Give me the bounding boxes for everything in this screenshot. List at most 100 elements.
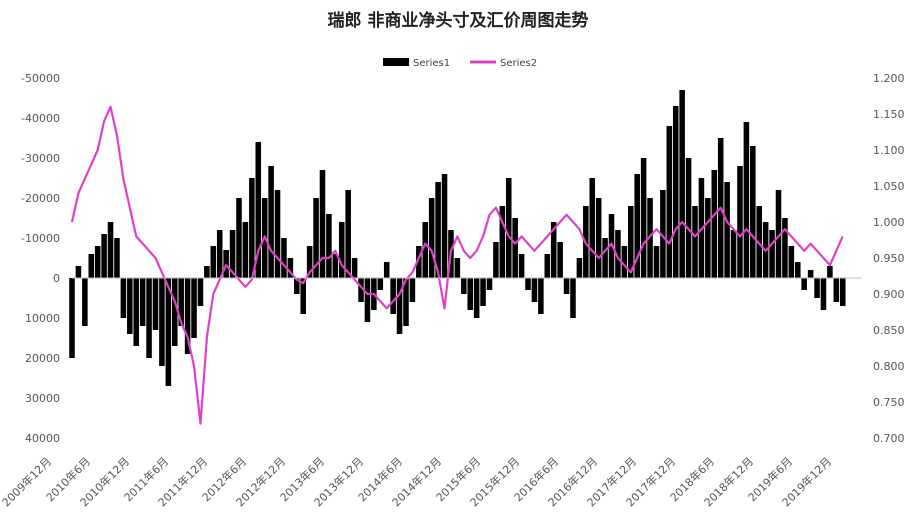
y-axis-right: 1.200 1.150 1.100 1.050 1.000 0.950 0.900 0.850…	[873, 72, 905, 445]
series1-bar	[268, 166, 274, 278]
y-left-tick-label: -40000	[21, 112, 60, 125]
series1-bar	[383, 262, 390, 278]
series1-bar	[666, 126, 673, 278]
series1-bar	[794, 262, 801, 278]
series1-bar	[461, 278, 467, 294]
series1-bar	[467, 278, 473, 310]
series1-bar	[531, 278, 538, 302]
series1-bar	[396, 278, 403, 334]
y-right-tick-label: 1.200	[873, 72, 905, 85]
series1-bar	[486, 278, 493, 290]
series1-bar	[499, 206, 506, 278]
series1-bar	[775, 190, 782, 278]
series1-bar	[570, 278, 576, 318]
series1-bar	[306, 246, 313, 278]
y-right-tick-label: 1.000	[873, 216, 905, 229]
series1-bar	[473, 278, 480, 318]
series1-bar	[390, 278, 396, 314]
series1-bar	[364, 278, 371, 322]
series1-bar	[743, 122, 750, 278]
legend-label-series1: Series1	[413, 58, 450, 69]
series1-bar	[313, 198, 319, 278]
series1-bar	[512, 218, 518, 278]
series1-bar	[653, 246, 660, 278]
series1-bar	[107, 222, 114, 278]
series1-bar	[602, 238, 608, 278]
series1-bar	[101, 234, 107, 278]
legend: Series1 Series2	[383, 58, 537, 69]
y-left-tick-label: -30000	[21, 152, 60, 165]
series1-bar	[178, 278, 184, 326]
series1-bar	[210, 246, 217, 278]
series1-bar	[428, 198, 435, 278]
series1-bar	[557, 242, 563, 278]
series1-bar	[750, 146, 756, 278]
y-left-tick-label: 10000	[25, 312, 60, 325]
series1-bar	[621, 246, 628, 278]
series1-bar	[165, 278, 172, 386]
series1-bar	[242, 222, 249, 278]
series1-bar	[550, 222, 557, 278]
series1-bar	[634, 174, 640, 278]
y-left-tick-label: 30000	[25, 392, 60, 405]
series1-bar	[319, 170, 326, 278]
series1-bar	[377, 278, 384, 290]
series1-bar	[88, 254, 95, 278]
series1-bar	[152, 278, 159, 330]
y-left-tick-label: -20000	[21, 192, 60, 205]
series1-bar	[435, 182, 441, 278]
y-right-tick-label: 0.750	[873, 396, 905, 409]
series1-bar	[416, 246, 422, 278]
series1-bar	[505, 178, 512, 278]
series1-bar	[345, 190, 351, 278]
series1-bar	[711, 170, 718, 278]
y-right-tick-label: 0.700	[873, 432, 905, 445]
series1-bar	[133, 278, 140, 346]
series1-bar	[640, 158, 647, 278]
series1-bar	[82, 278, 88, 326]
series1-bar	[409, 278, 416, 302]
series1-bar	[236, 198, 242, 278]
series2-line-layer	[70, 105, 844, 425]
series2-line	[70, 105, 844, 425]
series1-bar	[480, 278, 486, 306]
y-right-tick-label: 0.850	[873, 324, 905, 337]
series1-bar	[358, 278, 364, 302]
series1-bar	[525, 278, 531, 290]
y-right-tick-label: 0.900	[873, 288, 905, 301]
series1-bar	[563, 278, 570, 294]
series1-bar	[827, 266, 833, 278]
y-axis-left: -50000 -40000 -30000 -20000 -10000 0 10000 2000…	[21, 72, 60, 445]
series1-bar	[127, 278, 133, 334]
series1-bar	[801, 278, 807, 290]
series1-bar	[274, 190, 281, 278]
y-right-tick-label: 1.150	[873, 108, 905, 121]
series1-bar	[576, 258, 583, 278]
series1-bar	[679, 90, 685, 278]
series1-bar	[229, 230, 236, 278]
series1-bar	[403, 278, 409, 326]
legend-label-series2: Series2	[500, 58, 537, 69]
series1-bar	[628, 206, 634, 278]
chart-title: 瑞郎 非商业净头寸及汇价周图走势	[328, 10, 589, 31]
series1-bar	[724, 182, 730, 278]
y-right-tick-label: 1.100	[873, 144, 905, 157]
series1-bar	[191, 278, 197, 338]
y-left-tick-label: 0	[53, 272, 60, 285]
series1-bar	[814, 278, 820, 298]
series1-bar	[769, 230, 775, 278]
series1-bar	[75, 266, 82, 278]
series1-bar	[685, 158, 692, 278]
series1-bar	[839, 278, 846, 306]
series1-bar	[454, 258, 461, 278]
series1-bar	[146, 278, 152, 358]
series1-bar	[223, 250, 229, 278]
series1-bar	[139, 278, 146, 326]
series1-bar	[538, 278, 544, 314]
legend-swatch-series1	[383, 58, 409, 66]
series1-bar	[294, 278, 300, 294]
series1-bar	[332, 254, 339, 278]
series1-bar	[338, 222, 345, 278]
series1-bar	[216, 230, 223, 278]
